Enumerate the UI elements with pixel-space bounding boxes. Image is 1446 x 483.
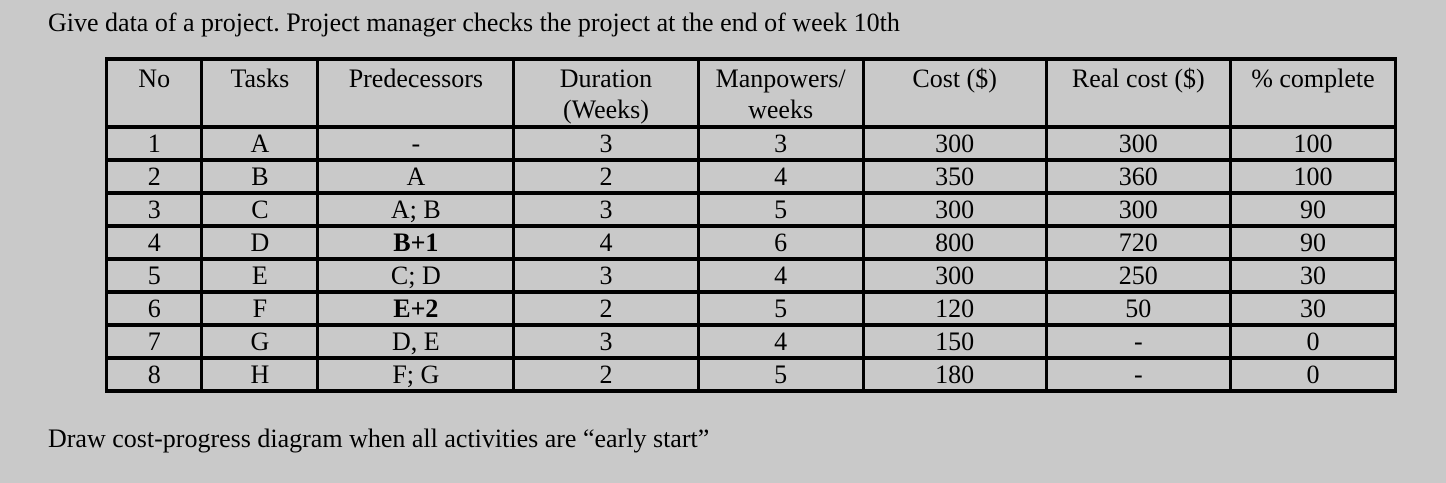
footer-text: Draw cost-progress diagram when all acti… bbox=[48, 424, 710, 453]
table-row: 4 D B+1 4 6 800 720 90 bbox=[104, 224, 1398, 261]
cell-predecessors: F; G bbox=[316, 356, 516, 393]
cell-complete: 0 bbox=[1228, 323, 1398, 360]
cell-no: 4 bbox=[104, 224, 204, 261]
table-row: 2 B A 2 4 350 360 100 bbox=[104, 158, 1398, 195]
col-header-manpowers: Manpowers/weeks bbox=[696, 57, 865, 129]
cell-real-cost: 360 bbox=[1044, 158, 1232, 195]
table-row: 8 H F; G 2 5 180 - 0 bbox=[104, 356, 1398, 393]
project-data-table: No Tasks Predecessors Duration (Weeks) Ma… bbox=[104, 57, 1398, 393]
cell-complete: 90 bbox=[1228, 191, 1398, 228]
col-header-line: Duration bbox=[559, 64, 653, 93]
cell-predecessors: C; D bbox=[316, 257, 516, 294]
col-header-predecessors: Predecessors bbox=[316, 57, 516, 129]
cell-manpower: 3 bbox=[696, 125, 865, 162]
cell-manpower: 4 bbox=[696, 323, 865, 360]
cell-duration: 2 bbox=[512, 356, 700, 393]
col-header-line: % complete bbox=[1251, 64, 1375, 93]
cell-predecessors: A bbox=[316, 158, 516, 195]
intro-text: Give data of a project. Project manager … bbox=[48, 8, 900, 37]
cell-no: 8 bbox=[104, 356, 204, 393]
cell-cost: 800 bbox=[861, 224, 1048, 261]
table-row: 3 C A; B 3 5 300 300 90 bbox=[104, 191, 1398, 228]
cell-manpower: 5 bbox=[696, 191, 865, 228]
col-header-percent-complete: % complete bbox=[1228, 57, 1398, 129]
col-header-line: Real cost ($) bbox=[1071, 64, 1205, 93]
cell-duration: 3 bbox=[512, 125, 700, 162]
cell-cost: 120 bbox=[861, 290, 1048, 327]
cell-duration: 3 bbox=[512, 323, 700, 360]
cell-predecessors: - bbox=[316, 125, 516, 162]
cell-complete: 100 bbox=[1228, 125, 1398, 162]
cell-complete: 30 bbox=[1228, 257, 1398, 294]
cell-real-cost: - bbox=[1044, 323, 1232, 360]
cell-no: 2 bbox=[104, 158, 204, 195]
cell-real-cost: 50 bbox=[1044, 290, 1232, 327]
cell-manpower: 5 bbox=[696, 290, 865, 327]
col-header-cost: Cost ($) bbox=[861, 57, 1048, 129]
cell-task: B bbox=[200, 158, 320, 195]
cell-duration: 2 bbox=[512, 158, 700, 195]
cell-cost: 300 bbox=[861, 125, 1048, 162]
cell-duration: 3 bbox=[512, 257, 700, 294]
cell-real-cost: - bbox=[1044, 356, 1232, 393]
cell-cost: 180 bbox=[861, 356, 1048, 393]
cell-manpower: 4 bbox=[696, 158, 865, 195]
cell-predecessors: D, E bbox=[316, 323, 516, 360]
table-row: 7 G D, E 3 4 150 - 0 bbox=[104, 323, 1398, 360]
cell-real-cost: 300 bbox=[1044, 191, 1232, 228]
cell-predecessors: E+2 bbox=[316, 290, 516, 327]
cell-manpower: 4 bbox=[696, 257, 865, 294]
col-header-no: No bbox=[104, 57, 204, 129]
cell-task: H bbox=[200, 356, 320, 393]
col-header-tasks: Tasks bbox=[200, 57, 320, 129]
table-row: 1 A - 3 3 300 300 100 bbox=[104, 125, 1398, 162]
header-row: No Tasks Predecessors Duration (Weeks) Ma… bbox=[104, 57, 1398, 129]
cell-task: E bbox=[200, 257, 320, 294]
cell-no: 1 bbox=[104, 125, 204, 162]
cell-predecessors: B+1 bbox=[316, 224, 516, 261]
col-header-line: Manpowers/ bbox=[715, 64, 846, 93]
table-row: 6 F E+2 2 5 120 50 30 bbox=[104, 290, 1398, 327]
cell-no: 7 bbox=[104, 323, 204, 360]
col-header-duration: Duration (Weeks) bbox=[512, 57, 700, 129]
cell-task: A bbox=[200, 125, 320, 162]
cell-duration: 2 bbox=[512, 290, 700, 327]
cell-manpower: 5 bbox=[696, 356, 865, 393]
cell-complete: 90 bbox=[1228, 224, 1398, 261]
cell-task: F bbox=[200, 290, 320, 327]
col-header-line: Predecessors bbox=[348, 64, 483, 93]
cell-duration: 4 bbox=[512, 224, 700, 261]
col-header-line: Tasks bbox=[230, 64, 290, 93]
cell-cost: 300 bbox=[861, 257, 1048, 294]
cell-cost: 350 bbox=[861, 158, 1048, 195]
cell-duration: 3 bbox=[512, 191, 700, 228]
cell-cost: 300 bbox=[861, 191, 1048, 228]
col-header-line: Cost ($) bbox=[912, 64, 997, 93]
cell-task: D bbox=[200, 224, 320, 261]
cell-real-cost: 720 bbox=[1044, 224, 1232, 261]
cell-complete: 100 bbox=[1228, 158, 1398, 195]
cell-task: G bbox=[200, 323, 320, 360]
col-header-line: weeks bbox=[748, 95, 814, 124]
col-header-line: No bbox=[138, 64, 171, 93]
cell-no: 6 bbox=[104, 290, 204, 327]
cell-cost: 150 bbox=[861, 323, 1048, 360]
cell-complete: 0 bbox=[1228, 356, 1398, 393]
col-header-real-cost: Real cost ($) bbox=[1044, 57, 1232, 129]
cell-complete: 30 bbox=[1228, 290, 1398, 327]
cell-manpower: 6 bbox=[696, 224, 865, 261]
cell-no: 3 bbox=[104, 191, 204, 228]
cell-real-cost: 300 bbox=[1044, 125, 1232, 162]
col-header-line: (Weeks) bbox=[562, 95, 649, 124]
cell-predecessors: A; B bbox=[316, 191, 516, 228]
cell-task: C bbox=[200, 191, 320, 228]
cell-real-cost: 250 bbox=[1044, 257, 1232, 294]
cell-no: 5 bbox=[104, 257, 204, 294]
table-row: 5 E C; D 3 4 300 250 30 bbox=[104, 257, 1398, 294]
